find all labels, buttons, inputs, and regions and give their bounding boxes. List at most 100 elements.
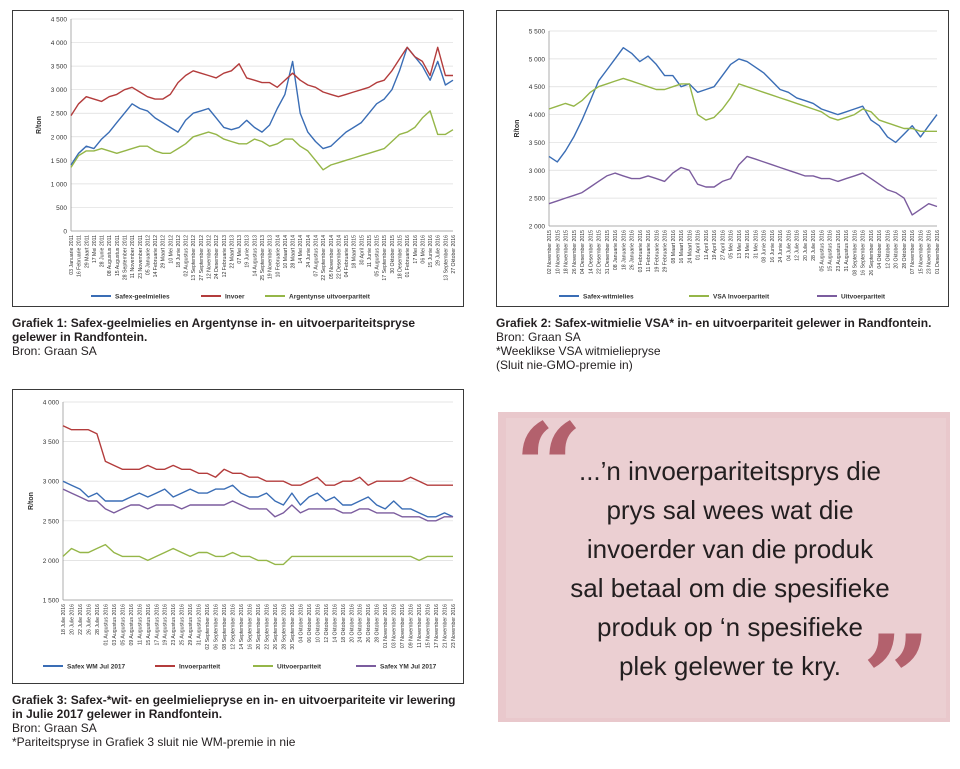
x-tick-label: 29 Februarie 2016 (663, 230, 669, 273)
series-line-3 (548, 155, 938, 216)
x-tick-label: 22 Desember 2015 (597, 230, 603, 274)
caption-2-source: Bron: Graan SA (496, 330, 581, 344)
x-tick-label: 15 Augustus 2011 (115, 235, 121, 276)
x-tick-label: 10 Oktober 2016 (315, 604, 321, 643)
x-tick-label: 24 Oktober 2016 (358, 604, 364, 643)
series-line-1 (548, 47, 938, 163)
y-tick-label: 3 500 (51, 64, 68, 71)
x-tick-label: 17 Augustus 2016 (154, 604, 160, 646)
x-tick-label: 15 Augustus 2016 (828, 230, 834, 272)
x-tick-label: 05 Augustus 2016 (120, 604, 126, 646)
x-tick-label: 13 September 2012 (191, 235, 197, 281)
chart-panel-3: 1 500 2 000 2 500 3 000 3 500 4 000 R/ton 18 Ju… (12, 389, 464, 684)
x-tick-label: 02 Augustus 2012 (184, 235, 190, 277)
x-tick-label: 25 Augustus 2016 (180, 604, 186, 646)
y-tick-label: 3 500 (43, 439, 60, 446)
x-tick-label: 28 September 2011 (122, 235, 128, 280)
x-tick-label: 18 Julie 2016 (61, 604, 67, 635)
quote-line: invoerder van die produk (586, 534, 874, 564)
caption-1-source: Bron: Graan SA (12, 344, 97, 358)
x-tick-label: 08 Augustus 2011 (107, 235, 113, 276)
legend-label: VSA Invoerpariteit (713, 294, 770, 301)
x-tick-label: 17 September 2015 (382, 235, 388, 281)
x-tick-label: 19 Augustus 2016 (163, 604, 169, 646)
x-tick-label: 23 November 2011 (138, 235, 144, 279)
caption-3: Grafiek 3: Safex-*wit- en geelmielieprys… (12, 693, 462, 749)
x-tick-label: 01 April 2016 (696, 230, 702, 260)
x-tick-label: 01 Februarie 2016 (405, 235, 411, 278)
x-tick-label: 20 Julie 2016 (69, 604, 75, 635)
y-tick-label: 3 000 (51, 87, 68, 94)
quote-line: ...’n invoerpariteitsprys die (578, 456, 882, 486)
quote-line: produk op ‘n spesifieke (597, 612, 863, 642)
series-line-2 (70, 46, 453, 116)
x-tick-label: 18 Junie 2012 (176, 235, 182, 268)
x-tick-label: 08 Junie 2016 (762, 230, 768, 263)
x-tick-label: 13 September 2016 (443, 235, 449, 281)
x-tick-label: 20 Oktober 2016 (894, 230, 900, 269)
x-tick-label: 16 September 2016 (861, 230, 867, 276)
series-line-2 (62, 425, 453, 486)
x-tick-label: 07 Augustus 2014 (313, 235, 319, 277)
x-tick-label: 15 November 2016 (426, 604, 432, 648)
x-tick-label: 18 Desember 2015 (398, 235, 404, 279)
y-tick-label: 0 (63, 229, 67, 236)
x-tick-label: 04 Desember 2015 (580, 230, 586, 274)
quote-line: plek gelewer te kry. (618, 651, 842, 681)
x-tick-label: 28 Julie 2016 (811, 230, 817, 261)
x-tick-label: 16 Februarie 2011 (77, 235, 83, 277)
x-tick-label: 07 November 2016 (910, 230, 916, 274)
x-tick-label: 27 September 2012 (199, 235, 205, 281)
x-tick-label: 11 Junie 2015 (367, 235, 373, 267)
x-tick-label: 24 Desember 2012 (214, 235, 220, 279)
x-tick-label: 27 Oktober 2016 (451, 235, 457, 274)
chart-3-svg: 1 500 2 000 2 500 3 000 3 500 4 000 R/ton 18 Ju… (28, 400, 457, 671)
caption-3-title: Grafiek 3: Safex-*wit- en geelmielieprys… (12, 693, 456, 721)
x-tick-label: 26 September 2016 (869, 230, 875, 276)
quote-line: sal betaal om die spesifieke (570, 573, 890, 603)
x-tick-label: 15 November 2016 (918, 230, 924, 274)
x-tick-label: 14 Augustus 2013 (252, 235, 258, 277)
x-tick-label: 14 Oktober 2016 (332, 604, 338, 643)
x-tick-label: 22 September 2016 (264, 604, 270, 650)
x-tick-label: 24 Junie 2016 (778, 230, 784, 263)
x-tick-label: 30 September 2016 (290, 604, 296, 650)
y-tick-label: 2 000 (43, 558, 60, 565)
x-tick-label: 10 November 2015 (555, 230, 561, 274)
x-tick-label: 14 Desember 2015 (588, 230, 594, 274)
y-tick-label: 3 000 (43, 479, 60, 486)
y-axis-title: R/ton (28, 492, 35, 510)
x-tick-label: 10 Mei 2012 (168, 235, 174, 264)
x-tick-label: 12 September 2016 (231, 604, 237, 650)
x-tick-label: 06 Mei 2016 (420, 235, 426, 264)
x-tick-label: 05 Mei 2016 (729, 230, 735, 259)
x-tick-label: 17 November 2016 (434, 604, 440, 648)
x-tick-label: 03 Februarie 2016 (638, 230, 644, 273)
x-tick-label: 16 Junie 2016 (770, 230, 776, 263)
x-tick-label: 17 Mei 2011 (92, 235, 98, 263)
x-tick-label: 08 Maart 2016 (671, 230, 677, 264)
series-line-1 (62, 480, 454, 518)
y-tick-label: 5 000 (529, 56, 546, 63)
legend-label: Argentynse uitvoerpariteit (289, 294, 371, 301)
x-tick-label: 14 Mei 2014 (298, 235, 304, 264)
x-tick-label: 29 Maart 2011 (84, 235, 90, 268)
x-tick-label: 22 Desember 2014 (336, 235, 342, 279)
x-tick-label: 24 Maart 2016 (687, 230, 693, 264)
x-tick-label: 23 November 2016 (927, 230, 933, 274)
caption-3-note-1: *Pariteitspryse in Grafiek 3 sluit nie W… (12, 735, 296, 749)
chart-2-svg: 2 000 2 500 3 000 3 500 4 000 4 500 5 000 5 500… (514, 29, 941, 301)
x-tick-label: 23 Augustus 2016 (171, 604, 177, 646)
legend-label: Safex-geelmielies (115, 294, 170, 301)
legend-label: Safex WM Jul 2017 (67, 664, 126, 671)
series-line-1 (70, 46, 454, 166)
close-quote-icon: ” (862, 609, 932, 750)
x-tick-label: 15 Augustus 2016 (146, 604, 152, 646)
x-tick-label: 10 Maart 2014 (283, 235, 289, 269)
x-tick-label: 31 Mei 2016 (753, 230, 759, 259)
x-tick-label: 26 Oktober 2016 (366, 604, 372, 643)
x-tick-label: 12 Oktober 2016 (885, 230, 891, 269)
x-tick-label: 23 November 2016 (451, 604, 457, 648)
x-tick-label: 18 Oktober 2016 (341, 604, 347, 643)
x-tick-label: 08 Januarie 2016 (613, 230, 619, 270)
